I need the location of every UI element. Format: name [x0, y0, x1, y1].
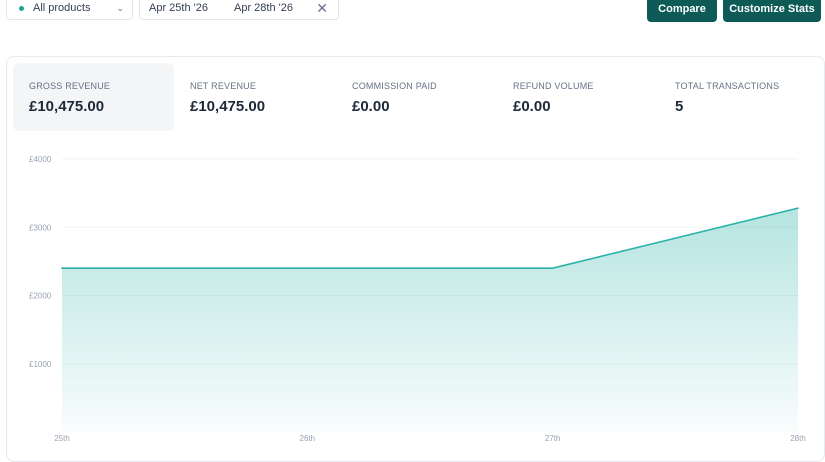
date-range-picker[interactable]: Apr 25th '26 Apr 28th '26 ✕ [139, 0, 339, 20]
revenue-area-chart: £4000 £3000 £2000 £1000 25th 26th 27th 28th [29, 155, 806, 443]
stat-label: REFUND VOLUME [513, 81, 594, 91]
date-end[interactable]: Apr 28th '26 [233, 2, 293, 14]
stat-label: COMMISSION PAID [352, 81, 437, 91]
stat-value: £10,475.00 [190, 98, 266, 115]
stat-gross-revenue[interactable]: GROSS REVENUE £10,475.00 [13, 63, 174, 131]
stat-label: TOTAL TRANSACTIONS [675, 81, 780, 91]
data-point[interactable] [551, 267, 554, 269]
stat-value: 5 [675, 98, 684, 115]
status-dot-icon [19, 5, 24, 11]
clear-date-icon[interactable]: ✕ [316, 0, 328, 16]
stat-label: NET REVENUE [190, 81, 257, 91]
y-tick-label: £1000 [29, 360, 52, 369]
data-point[interactable] [797, 207, 799, 209]
stat-commission-paid[interactable]: COMMISSION PAID £0.00 [336, 63, 497, 131]
date-start[interactable]: Apr 25th '26 [149, 2, 208, 14]
revenue-line [62, 207, 799, 269]
stat-refund-volume[interactable]: REFUND VOLUME £0.00 [497, 63, 658, 131]
data-point[interactable] [61, 267, 63, 269]
stat-value: £0.00 [352, 98, 390, 115]
stat-label: GROSS REVENUE [29, 81, 111, 91]
x-tick-label: 26th [300, 434, 316, 443]
y-tick-label: £4000 [29, 155, 52, 164]
stat-value: £10,475.00 [29, 98, 105, 115]
stats-card: GROSS REVENUE £10,475.00 NET REVENUE £10… [6, 56, 825, 462]
x-tick-label: 28th [790, 434, 806, 443]
revenue-area [62, 208, 798, 432]
stat-net-revenue[interactable]: NET REVENUE £10,475.00 [174, 63, 335, 131]
y-tick-label: £2000 [29, 292, 52, 301]
product-filter-dropdown[interactable]: All products ⌄ [6, 0, 133, 20]
customize-stats-button[interactable]: Customize Stats [723, 0, 821, 22]
stat-total-transactions[interactable]: TOTAL TRANSACTIONS 5 [659, 63, 820, 131]
compare-button[interactable]: Compare [647, 0, 717, 22]
chevron-down-icon: ⌄ [116, 2, 124, 13]
x-tick-label: 27th [545, 434, 561, 443]
product-filter-label: All products [33, 2, 91, 14]
x-tick-label: 25th [54, 434, 70, 443]
stat-value: £0.00 [513, 98, 551, 115]
y-tick-label: £3000 [29, 223, 52, 232]
data-point[interactable] [306, 267, 309, 269]
